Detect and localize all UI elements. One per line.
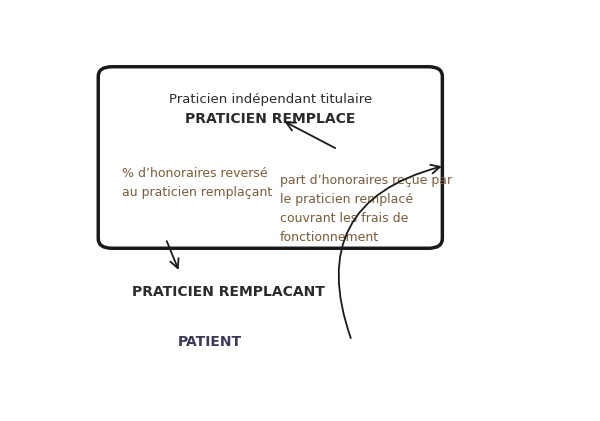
Text: PRATICIEN REMPLACE: PRATICIEN REMPLACE	[185, 112, 355, 125]
Text: part d’honoraires reçue par
le praticien remplacé
couvrant les frais de
fonction: part d’honoraires reçue par le praticien…	[280, 174, 452, 244]
Text: PATIENT: PATIENT	[178, 335, 242, 349]
Text: Praticien indépendant titulaire: Praticien indépendant titulaire	[169, 93, 372, 106]
Text: PRATICIEN REMPLACANT: PRATICIEN REMPLACANT	[132, 285, 325, 299]
Text: % d’honoraires reversé
au praticien remplaçant: % d’honoraires reversé au praticien remp…	[121, 167, 272, 199]
FancyBboxPatch shape	[98, 67, 442, 248]
